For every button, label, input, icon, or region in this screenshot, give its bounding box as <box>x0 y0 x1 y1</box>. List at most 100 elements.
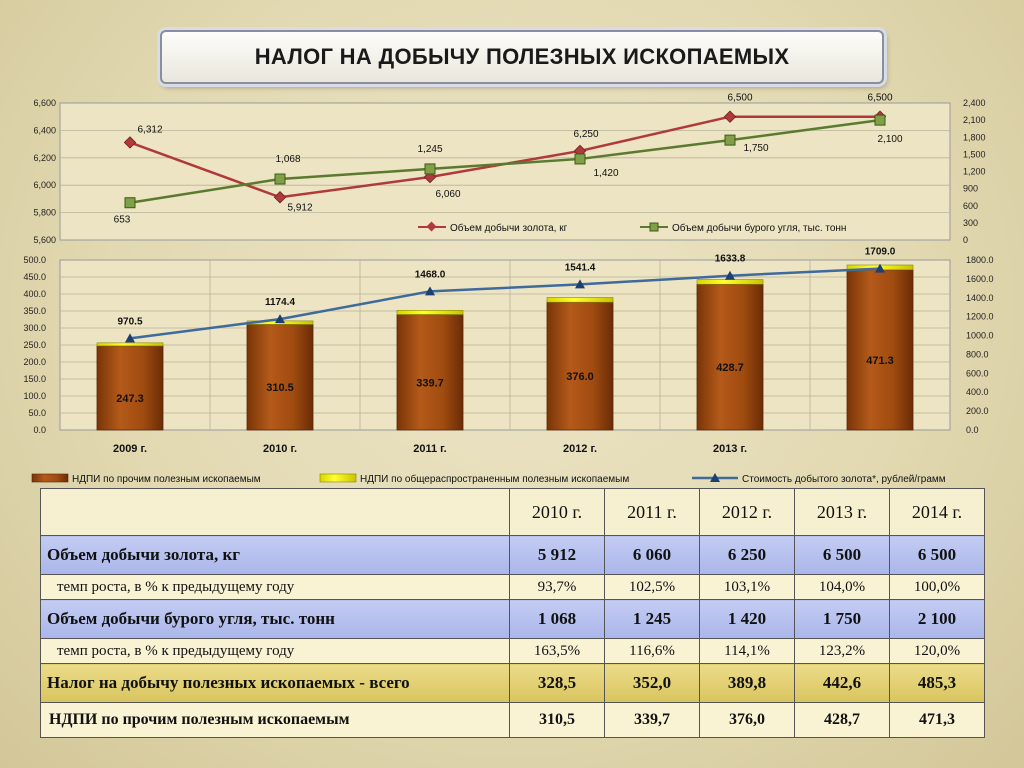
bar-ndpi-common <box>96 342 164 347</box>
bar-ndpi-common <box>546 297 614 303</box>
bar-data-label: 471.3 <box>866 355 894 367</box>
gold-output-data-label: 5,912 <box>287 202 312 213</box>
gold-price-point <box>425 286 435 296</box>
table-corner <box>40 488 510 536</box>
row-label: Объем добычи золота, кг <box>40 535 510 575</box>
x-tick-label: 2009 г. <box>113 443 147 455</box>
legend-coal-marker <box>649 222 659 232</box>
bar-data-label: 339.7 <box>416 377 444 389</box>
table-header-year: 2010 г. <box>509 488 605 536</box>
coal-output-point <box>874 114 886 126</box>
gold-price-data-label: 1468.0 <box>415 269 446 280</box>
page-title: НАЛОГ НА ДОБЫЧУ ПОЛЕЗНЫХ ИСКОПАЕМЫХ <box>254 44 790 69</box>
legend-ndpi-common-label: НДПИ по общераспространенным полезным ис… <box>360 473 629 485</box>
legend-coal-label: Объем добычи бурого угля, тыс. тонн <box>672 222 846 234</box>
x-tick-label: 2012 г. <box>563 443 597 455</box>
coal-output-data-label: 1,420 <box>593 168 618 179</box>
table-cell: 1 750 <box>794 599 890 639</box>
table-cell: 485,3 <box>889 663 985 703</box>
table-cell: 163,5% <box>509 638 605 664</box>
data-table: 2010 г. 2011 г. 2012 г. 2013 г. 2014 г. … <box>40 488 985 738</box>
table-cell: 102,5% <box>604 574 700 600</box>
y-left-tick-label: 5,600 <box>33 235 56 245</box>
y-right-tick-label: 600 <box>963 201 978 211</box>
table-cell: 6 500 <box>889 535 985 575</box>
bar-ndpi-other <box>546 301 614 431</box>
table-cell: 442,6 <box>794 663 890 703</box>
x-tick-label: 2013 г. <box>713 443 747 455</box>
table-cell: 116,6% <box>604 638 700 664</box>
coal-output-data-label: 1,068 <box>275 154 300 165</box>
row-label: темп роста, в % к предыдущему году <box>40 638 510 664</box>
row-label: темп роста, в % к предыдущему году <box>40 574 510 600</box>
row-label: Объем добычи бурого угля, тыс. тонн <box>40 599 510 639</box>
y-right-tick-label: 1200.0 <box>966 312 994 322</box>
table-cell: 328,5 <box>509 663 605 703</box>
charts-svg: 5,600 5,800 6,000 6,200 6,400 6,600 0 300 600 900… <box>23 93 994 485</box>
coal-output-data-label: 653 <box>114 215 131 226</box>
table-cell: 1 245 <box>604 599 700 639</box>
y-left-tick-label: 50.0 <box>28 408 46 418</box>
line-chart-plot-area <box>59 102 951 241</box>
gold-price-line <box>129 267 881 340</box>
legend-ndpi-other-swatch <box>31 473 69 483</box>
table-cell: 310,5 <box>509 702 605 738</box>
bar-ndpi-other <box>246 324 314 431</box>
table-cell: 6 250 <box>699 535 795 575</box>
y-left-tick-label: 6,400 <box>33 125 56 135</box>
y-right-tick-label: 1400.0 <box>966 293 994 303</box>
y-left-tick-label: 500.0 <box>23 255 46 265</box>
table-row-coal-output: Объем добычи бурого угля, тыс. тонн 1 06… <box>40 599 985 639</box>
legend-price-marker <box>710 473 720 482</box>
table-cell: 376,0 <box>699 702 795 738</box>
y-right-tick-label: 1600.0 <box>966 274 994 284</box>
gold-output-point <box>723 110 737 123</box>
table-header-year: 2012 г. <box>699 488 795 536</box>
y-right-tick-label: 400.0 <box>966 387 989 397</box>
gold-price-point <box>125 333 135 343</box>
gold-output-point <box>273 191 287 204</box>
gold-output-point <box>123 136 137 149</box>
legend-ndpi-other-label: НДПИ по прочим полезным ископаемым <box>72 474 261 485</box>
table-cell: 6 060 <box>604 535 700 575</box>
y-left-tick-label: 6,600 <box>33 98 56 108</box>
gold-price-point <box>275 314 285 324</box>
bar-data-label: 247.3 <box>116 393 144 405</box>
y-right-tick-label: 2,100 <box>963 115 986 125</box>
bar-data-label: 310.5 <box>266 382 294 394</box>
y-left-tick-label: 200.0 <box>23 357 46 367</box>
table-cell: 5 912 <box>509 535 605 575</box>
coal-output-data-label: 1,750 <box>743 143 768 154</box>
bar-data-label: 428.7 <box>716 362 744 374</box>
x-tick-label: 2010 г. <box>263 443 297 455</box>
y-left-tick-label: 100.0 <box>23 391 46 401</box>
bar-ndpi-other <box>846 269 914 431</box>
table-cell: 1 420 <box>699 599 795 639</box>
gold-price-point <box>575 279 585 289</box>
coal-output-point <box>424 163 436 175</box>
y-right-tick-label: 1000.0 <box>966 331 994 341</box>
y-right-tick-label: 1,200 <box>963 167 986 177</box>
table-cell: 339,7 <box>604 702 700 738</box>
bar-data-label: 376.0 <box>566 371 594 383</box>
y-right-tick-label: 200.0 <box>966 406 989 416</box>
gold-output-data-label: 6,312 <box>137 124 162 135</box>
coal-output-data-label: 2,100 <box>877 134 902 145</box>
coal-output-point <box>574 153 586 165</box>
table-row-tax-total: Налог на добычу полезных ископаемых - вс… <box>40 663 985 703</box>
bar-ndpi-common <box>396 310 464 315</box>
y-left-tick-label: 6,000 <box>33 180 56 190</box>
coal-output-line <box>129 118 881 204</box>
coal-output-point <box>274 173 286 185</box>
bar-ndpi-other <box>396 314 464 431</box>
y-left-tick-label: 0.0 <box>33 425 46 435</box>
table-row-tax-other: НДПИ по прочим полезным ископаемым 310,5… <box>40 702 985 738</box>
y-left-tick-label: 350.0 <box>23 306 46 316</box>
table-cell: 123,2% <box>794 638 890 664</box>
table-cell: 352,0 <box>604 663 700 703</box>
table-header-row: 2010 г. 2011 г. 2012 г. 2013 г. 2014 г. <box>40 488 985 536</box>
table-header-year: 2014 г. <box>889 488 985 536</box>
y-left-tick-label: 400.0 <box>23 289 46 299</box>
table-cell: 114,1% <box>699 638 795 664</box>
gold-output-data-label: 6,500 <box>727 93 752 104</box>
